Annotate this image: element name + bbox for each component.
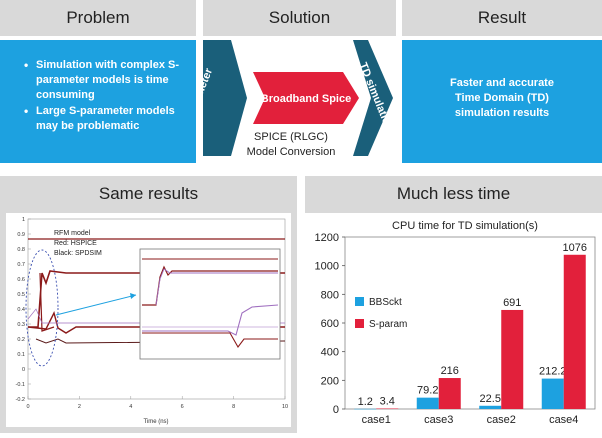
bar-bbsckt-case1 [354, 408, 377, 410]
waveform-legend-line: RFM model [54, 230, 91, 237]
same-results-title: Same results [0, 176, 297, 212]
x-category-label: case4 [549, 414, 578, 426]
solution-flow-diagram: S- parameter TD simulation Broadband Spi… [179, 40, 395, 158]
y-tick-label: 0.4 [17, 307, 25, 313]
x-axis-ticks: 0 2 4 6 8 10 [26, 396, 288, 410]
y-tick-label: 0.6 [17, 277, 25, 283]
bar-s-param-case1 [376, 408, 399, 410]
problem-title: Problem [0, 0, 196, 36]
chart-title: CPU time for TD simulation(s) [392, 220, 538, 232]
y-axis-ticks: 1 0.9 0.8 0.7 0.6 0.5 0.4 0.3 0.2 0.1 0 -0.1 -0.2 [16, 217, 31, 403]
solution-body: S- parameter TD simulation Broadband Spi… [179, 40, 396, 163]
solution-title: Solution [203, 0, 396, 36]
y-tick-label: 1200 [315, 232, 339, 244]
result-body: Faster and accurate Time Domain (TD) sim… [402, 40, 602, 163]
y-tick-label: 400 [321, 347, 339, 359]
x-tick-label: 6 [181, 404, 184, 410]
waveform-transition [39, 272, 55, 332]
bar-bbsckt-case3 [416, 397, 439, 409]
problem-bullet-list: Simulation with complex S-parameter mode… [12, 58, 186, 135]
x-tick-label: 0 [26, 404, 29, 410]
problem-panel: Problem Simulation with complex S-parame… [0, 0, 196, 163]
highlight-ellipse [25, 249, 59, 367]
x-category-label: case1 [362, 414, 391, 426]
x-category-label: case3 [424, 414, 453, 426]
bar-s-param-case3 [438, 378, 461, 409]
bar-value-label: 3.4 [380, 396, 395, 408]
waveform-high-trace [28, 270, 285, 328]
result-line: Time Domain (TD) [455, 92, 549, 104]
bar-bbsckt-case4 [541, 378, 564, 409]
bar-value-label: 79.2 [417, 385, 438, 397]
cpu-time-bar-chart: CPU time for TD simulation(s) 0 200 400 600… [315, 220, 596, 426]
broadband-spice-arrow [253, 72, 359, 124]
bar-s-param-case4 [563, 254, 586, 409]
bar-value-label: 1.2 [358, 396, 373, 408]
bar-value-label: 216 [441, 365, 459, 377]
y-tick-label: 1 [22, 217, 25, 223]
result-panel: Result Faster and accurate Time Domain (… [402, 0, 602, 163]
zoom-inset-frame [139, 248, 281, 360]
legend-label: S-param [369, 319, 407, 330]
waveform-legend-line: Red: HSPICE [54, 240, 97, 247]
center-arrow-label: Broadband Spice [261, 93, 351, 105]
y-tick-label: 0.1 [17, 352, 25, 358]
y-tick-label: 0.2 [17, 337, 25, 343]
y-tick-label: -0.2 [16, 397, 25, 403]
waveform-low-trace [27, 311, 285, 334]
y-tick-label: 0.9 [17, 232, 25, 238]
y-tick-label: -0.1 [16, 382, 25, 388]
x-axis-label: Time (ns) [143, 419, 168, 425]
y-tick-label: 200 [321, 375, 339, 387]
waveform-plot: 1 0.9 0.8 0.7 0.6 0.5 0.4 0.3 0.2 0.1 0 -0.1 -0.2 0 2… [16, 217, 289, 425]
y-tick-label: 600 [321, 318, 339, 330]
input-chevron-shape [203, 40, 247, 156]
y-tick-label: 0.3 [17, 322, 25, 328]
x-category-label: case2 [487, 414, 516, 426]
zoom-pointer-arrowhead [130, 293, 136, 299]
same-results-panel: Same results 1 0.9 0.8 0.7 0.6 0.5 0.4 0.3 0.2 0.… [0, 176, 297, 433]
y-tick-label: 800 [321, 289, 339, 301]
result-line: Faster and accurate [450, 77, 554, 89]
bar-value-label: 691 [503, 297, 521, 309]
bar-bbsckt-case2 [479, 405, 502, 409]
legend-swatch [355, 319, 364, 328]
y-tick-label: 0.5 [17, 292, 25, 298]
output-chevron-shape [353, 40, 393, 156]
y-tick-label: 1000 [315, 261, 339, 273]
y-tick-label: 0 [22, 367, 25, 373]
y-tick-label: 0 [333, 404, 339, 416]
legend-label: BBSckt [369, 297, 402, 308]
zoom-inset-waveforms [142, 258, 279, 348]
result-text: Faster and accurate Time Domain (TD) sim… [402, 76, 602, 121]
solution-panel: Solution S- parameter TD simulation Broa… [179, 0, 396, 163]
result-line: simulation results [454, 107, 550, 119]
x-tick-label: 2 [78, 404, 81, 410]
bar-chart-area: CPU time for TD simulation(s) 0 200 400 600… [305, 213, 602, 433]
y-tick-label: 0.8 [17, 247, 25, 253]
problem-body: Simulation with complex S-parameter mode… [0, 40, 196, 163]
y-tick-label: 0.7 [17, 262, 25, 268]
bar-value-label: 212.2 [539, 366, 567, 378]
waveform-bottom-trace [35, 338, 286, 344]
x-tick-label: 4 [129, 404, 132, 410]
problem-bullet: Large S-parameter models may be problema… [24, 104, 186, 134]
legend-swatch [355, 297, 364, 306]
problem-bullet: Simulation with complex S-parameter mode… [24, 58, 186, 103]
bar-s-param-case2 [501, 309, 524, 409]
much-less-time-panel: Much less time CPU time for TD simulatio… [305, 176, 602, 433]
result-title: Result [402, 0, 602, 36]
caption-line-1: SPICE (RLGC) [254, 131, 328, 143]
waveform-legend-line: Black: SPDSIM [54, 250, 102, 257]
x-tick-label: 10 [282, 404, 288, 410]
caption-line-2: Model Conversion [247, 146, 336, 158]
zoom-pointer-line [55, 294, 137, 316]
bar-value-label: 1076 [563, 242, 587, 254]
waveform-plot-area: 1 0.9 0.8 0.7 0.6 0.5 0.4 0.3 0.2 0.1 0 -0.1 -0.2 0 2… [6, 213, 291, 427]
much-less-time-title: Much less time [305, 176, 602, 212]
x-tick-label: 8 [232, 404, 235, 410]
bar-value-label: 22.5 [480, 393, 501, 405]
